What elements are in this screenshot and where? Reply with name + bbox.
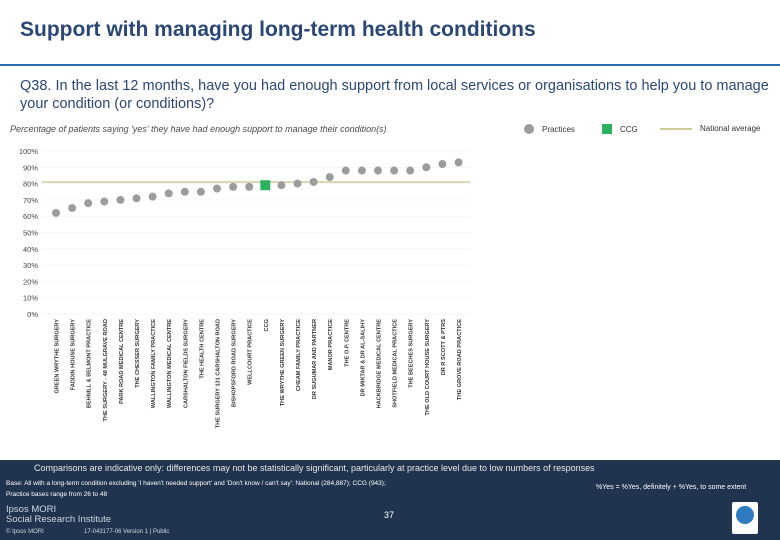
practice-point	[374, 166, 382, 175]
y-tick-label: 60%	[23, 212, 38, 221]
page-number: 37	[384, 510, 395, 520]
practice-point	[229, 182, 238, 191]
x-category-label: THE OLD COURT HOUSE SURGERY	[425, 319, 431, 416]
practice-point	[438, 160, 447, 169]
x-category-label: THE O.P. CENTRE	[344, 319, 350, 367]
y-tick-label: 100%	[19, 147, 39, 156]
x-category-label: THE SURGERY 131 CARSHALTON ROAD	[216, 319, 222, 428]
practice-point	[68, 204, 77, 213]
practice-dot-icon	[524, 124, 534, 134]
chart-subtitle: Percentage of patients saying 'yes' they…	[10, 124, 387, 134]
practice-point	[357, 166, 366, 175]
x-category-label: WALLINGTON FAMILY PRACTICE	[151, 319, 157, 408]
y-tick-label: 10%	[23, 294, 38, 303]
y-tick-label: 0%	[27, 310, 38, 319]
y-tick-label: 90%	[23, 163, 38, 172]
footer-band	[0, 460, 780, 540]
x-category-label: BEHNILL & BELMONT PRACTICE	[87, 319, 93, 408]
page-title: Support with managing long-term health c…	[20, 18, 536, 41]
legend-practices-label: Practices	[542, 124, 575, 134]
practice-point	[148, 192, 157, 201]
x-category-label: THE SURGERY - 48 MULGRAVE ROAD	[103, 319, 109, 421]
x-category-label: BISHOPSFORD ROAD SURGERY	[232, 319, 238, 407]
legend-ccg-label: CCG	[620, 124, 638, 134]
base-note: Base: All with a long-term condition exc…	[6, 478, 486, 500]
x-category-label: WELLCOURT PRACTICE	[248, 319, 254, 385]
chart-legend: Practices CCG National average	[520, 122, 775, 138]
practice-point	[422, 163, 431, 172]
x-category-label: WALLINGTON MEDICAL CENTRE	[167, 319, 173, 408]
copyright: © Ipsos MORI	[6, 529, 44, 535]
legend-practices: Practices	[524, 124, 575, 134]
practice-point	[116, 195, 125, 204]
practice-point	[132, 194, 141, 203]
x-category-label: CARSHALTON FIELDS SURGERY	[183, 319, 189, 408]
x-category-label: CHEAM FAMILY PRACTICE	[296, 319, 302, 391]
x-category-label: DR R SCOTT & PTRS	[441, 319, 447, 376]
practice-point	[406, 166, 415, 175]
org-subname: Social Research Institute	[6, 514, 112, 525]
x-category-label: DR MIKTAR & DR AL-SALIHY	[360, 319, 366, 397]
legend-ccg: CCG	[602, 124, 638, 134]
base-line-2: Practice bases range from 26 to 48	[6, 491, 108, 498]
title-bar: Support with managing long-term health c…	[0, 0, 780, 66]
x-category-label: DR SUGUMAR AND PARTNER	[312, 319, 318, 399]
practice-point	[390, 166, 399, 175]
reference-code: 17-043177-06 Version 1 | Public	[84, 529, 170, 535]
base-line-1: Base: All with a long-term condition exc…	[6, 480, 386, 487]
x-category-label: FADDIN HOUSE SURGERY	[71, 319, 77, 391]
question-text: Q38. In the last 12 months, have you had…	[20, 78, 769, 112]
x-category-label: SHOTFIELD MEDICAL PRACTICE	[393, 319, 399, 408]
y-tick-label: 70%	[23, 196, 38, 205]
x-category-label: THE WRYTHE GREEN SURGERY	[280, 319, 286, 406]
practice-point	[180, 187, 189, 196]
org-name: Ipsos MORI	[6, 504, 57, 515]
practice-point	[341, 166, 350, 175]
legend-national-label: National average	[700, 124, 761, 133]
comparisons-note: Comparisons are indicative only: differe…	[34, 463, 595, 473]
national-line-icon	[660, 127, 692, 130]
yes-definition: %Yes = %Yes, definitely + %Yes, to some …	[596, 484, 747, 491]
practice-point	[196, 187, 205, 196]
legend-national: National average	[660, 124, 760, 133]
practice-point	[325, 173, 334, 182]
x-category-label: CCG	[264, 319, 270, 331]
x-category-label: THE HEALTH CENTRE	[199, 319, 205, 379]
practice-point	[309, 177, 318, 186]
title-divider	[0, 64, 780, 66]
y-tick-label: 80%	[23, 180, 38, 189]
y-tick-label: 20%	[23, 277, 38, 286]
practice-point	[84, 199, 93, 208]
practice-point	[100, 197, 109, 206]
practice-point	[245, 182, 254, 191]
y-tick-label: 40%	[23, 245, 38, 254]
x-category-label: GREEN WRYTHE SURGERY	[55, 319, 61, 394]
practice-point	[52, 208, 60, 217]
x-category-label: THE GROVE ROAD PRACTICE	[457, 319, 463, 400]
ccg-square-icon	[602, 124, 612, 134]
practice-point	[213, 184, 221, 193]
y-tick-label: 30%	[23, 261, 38, 270]
x-category-label: PARK ROAD MEDICAL CENTRE	[119, 319, 125, 404]
ipsos-logo-mark	[736, 506, 754, 524]
x-category-label: HACKBRIDGE MEDICAL CENTRE	[377, 319, 383, 409]
practice-point	[293, 179, 302, 188]
x-category-label: THE BEECHES SURGERY	[409, 319, 415, 388]
org-logo-text: Ipsos MORI Social Research Institute	[6, 505, 111, 525]
practice-point	[454, 158, 463, 167]
ccg-point	[260, 180, 271, 191]
practice-point	[277, 181, 286, 190]
x-category-label: MANOR PRACTICE	[328, 319, 334, 371]
practice-point	[164, 189, 173, 198]
chart-area: 0% 10% 20% 30% 40% 50% 60% 70% 80% 90% 100% GREEN W…	[19, 147, 470, 428]
x-category-label: THE CHESSER SURGERY	[135, 319, 141, 388]
y-tick-label: 50%	[23, 229, 38, 238]
